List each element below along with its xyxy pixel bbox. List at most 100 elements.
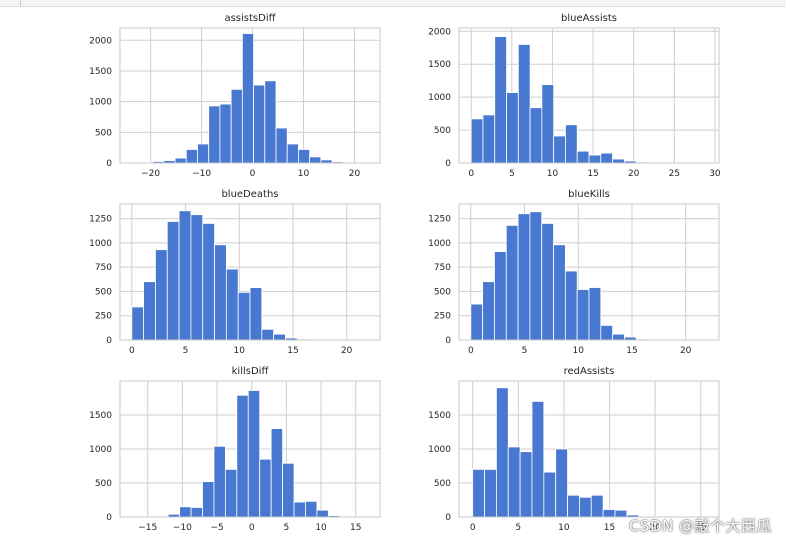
histogram-bar [309,156,322,164]
histogram-bar [316,509,329,518]
histogram-bar [602,509,616,518]
histogram-bar [555,448,568,518]
subplot-blueKills: blueKills 0 5 10 15 20 0 250 500 750 1000 1250 [428,189,720,356]
histogram-bar [567,494,580,518]
histogram-bar [179,506,192,518]
y-tick-label: 1500 [89,411,112,421]
histogram-bar [249,287,263,341]
y-tick-label: 0 [106,159,112,169]
x-tick-label: 15 [604,523,615,533]
histogram-bar [270,428,283,518]
histogram-bar [565,124,578,164]
histogram-bar [470,118,484,164]
histogram-bar [213,445,226,518]
histogram-bar [224,468,238,518]
histogram-bar [517,213,531,341]
x-tick-label: 5 [522,346,528,356]
x-tick-label: 10 [558,523,570,533]
histogram-bar [519,451,533,518]
y-tick-label: 500 [434,479,451,489]
y-tick-label: 500 [95,128,112,138]
histogram-bar [131,306,145,341]
x-tick-label: 0 [468,346,474,356]
histogram-bar [588,287,602,341]
histogram-bar [286,143,299,164]
histogram-bar [178,210,192,341]
histogram-bar [247,390,261,518]
y-tick-label: 1250 [428,215,451,225]
x-tick-label: 20 [349,169,361,179]
subplot-title: blueKills [568,189,610,200]
subplot-redAssists: redAssists 0 5 10 15 20 25 0 500 1000 1500 [428,366,720,533]
histogram-bar [506,92,519,164]
histogram-bar [185,149,198,164]
histogram-bar [237,291,251,341]
histogram-bar [576,289,590,341]
histogram-bar [155,249,168,341]
x-tick-label: 0 [470,523,476,533]
histogram-bar [529,211,543,341]
x-tick-label: −10 [173,523,192,533]
x-tick-label: 5 [183,346,189,356]
y-tick-label: 1500 [428,60,451,70]
histogram-bar [576,150,590,164]
histogram-bar [253,84,266,164]
histogram-bar [225,268,239,341]
subplot-killsDiff: killsDiff −15 −10 −5 0 5 10 15 0 500 1000 1500 [89,366,381,533]
subplot-title: assistsDiff [224,13,276,24]
x-tick-label: 0 [250,169,256,179]
x-tick-label: 15 [626,346,637,356]
histogram-bar [264,80,277,164]
histogram-bar [202,223,215,341]
y-tick-label: 250 [95,312,112,322]
plot-frame [458,380,720,518]
x-tick-label: 20 [628,169,640,179]
y-tick-label: 500 [95,479,112,489]
histogram-bar [282,462,295,518]
subplot-blueDeaths: blueDeaths 0 5 10 15 20 0 250 500 750 1000 1250 [89,189,381,356]
x-tick-label: −5 [210,523,223,533]
y-tick-label: 0 [445,336,451,346]
x-tick-label: 25 [669,169,680,179]
y-tick-label: 1250 [89,215,112,225]
histogram-bar [470,303,484,341]
x-tick-label: 10 [298,169,310,179]
histogram-bar [482,281,495,341]
y-tick-label: 1000 [428,445,451,455]
plot-frame [119,27,381,164]
x-tick-label: 10 [234,346,246,356]
x-tick-label: 10 [315,523,327,533]
histogram-bar [517,44,531,164]
histogram-bar [190,214,204,341]
x-tick-label: −15 [138,523,157,533]
y-tick-label: 0 [106,513,112,523]
subplot-title: blueAssists [561,13,617,24]
y-tick-label: 0 [445,159,451,169]
x-tick-label: 25 [695,523,706,533]
y-tick-label: 1000 [428,239,451,249]
plot-frame [458,27,720,164]
y-tick-label: 1000 [89,239,112,249]
plot-frame [458,203,720,341]
histogram-bar [579,496,592,518]
histogram-bar [241,33,254,164]
histogram-bar [482,114,496,164]
y-tick-label: 1000 [428,93,451,103]
x-tick-label: −10 [192,169,211,179]
y-tick-label: 0 [106,336,112,346]
x-tick-label: 10 [547,169,559,179]
y-tick-label: 500 [434,287,451,297]
histogram-bar [305,500,318,518]
histogram-bar [553,135,566,164]
histogram-bar [219,103,232,164]
x-tick-label: 0 [129,346,135,356]
histogram-bar [588,154,602,164]
histogram-bar [208,105,221,164]
histogram-bar [293,501,306,518]
histogram-bar [541,84,555,164]
x-tick-label: 0 [468,169,474,179]
histogram-bar [600,325,614,341]
x-tick-label: 15 [287,346,298,356]
x-tick-label: 30 [709,169,721,179]
histogram-bar [236,394,249,518]
